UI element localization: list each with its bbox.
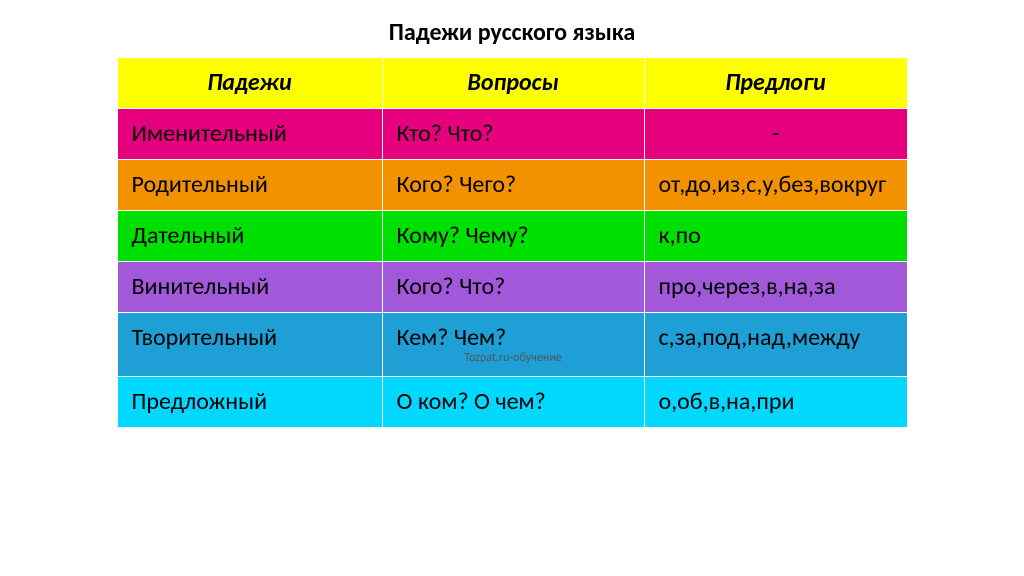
case-name: Винительный	[117, 262, 382, 313]
case-prepositions: с,за,под,над,между	[644, 313, 907, 377]
table-row: Предложный О ком? О чем? о,об,в,на,при	[117, 377, 907, 428]
case-name: Творительный	[117, 313, 382, 377]
case-name: Предложный	[117, 377, 382, 428]
case-prepositions: к,по	[644, 211, 907, 262]
case-questions: Кого? Что?	[382, 262, 644, 313]
page-title: Падежи русского языка	[389, 18, 635, 47]
case-questions: О ком? О чем?	[382, 377, 644, 428]
case-questions-text: Кем? Чем?	[397, 323, 507, 352]
table-header-row: Падежи Вопросы Предлоги	[117, 58, 907, 109]
case-prepositions: о,об,в,на,при	[644, 377, 907, 428]
case-questions: Кому? Чему?	[382, 211, 644, 262]
case-prepositions: про,через,в,на,за	[644, 262, 907, 313]
cases-table: Падежи Вопросы Предлоги Именительный Кто…	[117, 57, 908, 428]
case-questions: Кто? Что?	[382, 109, 644, 160]
attribution-text: Tozpat.ru-обучение	[397, 351, 630, 366]
table-row: Родительный Кого? Чего? от,до,из,с,у,без…	[117, 160, 907, 211]
case-prepositions: от,до,из,с,у,без,вокруг	[644, 160, 907, 211]
table-row: Винительный Кого? Что? про,через,в,на,за	[117, 262, 907, 313]
case-questions: Кем? Чем? Tozpat.ru-обучение	[382, 313, 644, 377]
case-name: Родительный	[117, 160, 382, 211]
case-name: Именительный	[117, 109, 382, 160]
table-row: Именительный Кто? Что? -	[117, 109, 907, 160]
case-prepositions: -	[644, 109, 907, 160]
case-questions: Кого? Чего?	[382, 160, 644, 211]
case-name: Дательный	[117, 211, 382, 262]
header-cases: Падежи	[117, 58, 382, 109]
header-prepositions: Предлоги	[644, 58, 907, 109]
header-questions: Вопросы	[382, 58, 644, 109]
table-row: Творительный Кем? Чем? Tozpat.ru-обучени…	[117, 313, 907, 377]
table-row: Дательный Кому? Чему? к,по	[117, 211, 907, 262]
